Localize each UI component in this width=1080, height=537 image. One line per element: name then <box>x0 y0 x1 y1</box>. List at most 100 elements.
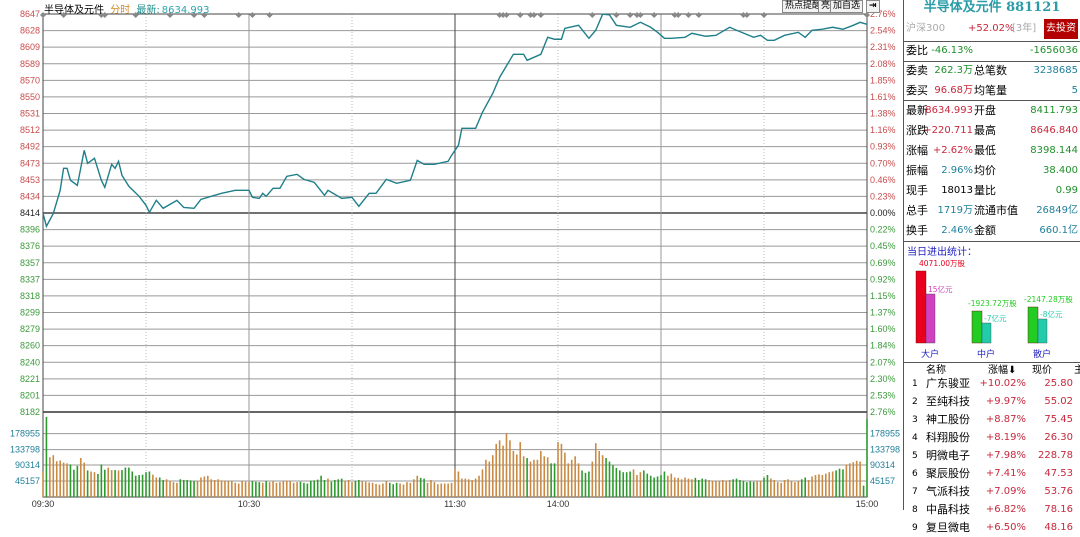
flow-bar-shares <box>915 270 927 344</box>
list-item[interactable]: 8 中晶科技 +6.82% 78.16 <box>904 501 1080 519</box>
pct-tick: 2.54% <box>870 26 896 36</box>
price-tick: 8260 <box>20 341 40 351</box>
quote-row: 换手 2.46% 金额 660.1亿 <box>904 221 1080 241</box>
event-marker-icon <box>266 12 273 18</box>
price-tick: 8550 <box>20 92 40 102</box>
pct-tick: 0.00% <box>870 208 896 218</box>
rank: 3 <box>912 415 918 425</box>
quote-row: 涨幅 +2.62% 最低 8398.144 <box>904 141 1080 161</box>
pct-tick: 0.45% <box>870 241 896 251</box>
event-marker-icon <box>743 12 750 18</box>
price-tick: 8589 <box>20 59 40 69</box>
stock-price: 53.76 <box>1044 486 1073 497</box>
pct-tick: 0.70% <box>870 158 896 168</box>
quote-value: 2.96% <box>941 165 973 176</box>
rank: 1 <box>912 379 918 389</box>
stock-name: 复旦微电 <box>926 521 970 534</box>
rank: 5 <box>912 451 918 461</box>
invest-button[interactable]: 去投资 <box>1044 19 1078 39</box>
quote-value: +2.62% <box>932 145 973 156</box>
quote-value: -46.13% <box>931 45 973 56</box>
flow-bar-shares <box>1027 306 1039 344</box>
quote-value: 8398.144 <box>1030 145 1078 156</box>
list-item[interactable]: 3 神工股份 +8.87% 75.45 <box>904 411 1080 429</box>
chart-mode[interactable]: 分时 <box>110 5 131 16</box>
pct-tick: 2.30% <box>870 374 896 384</box>
hs300-period: [3年] <box>1012 23 1037 34</box>
quote-value: 1719万 <box>937 205 973 216</box>
stock-change: +9.97% <box>985 396 1026 407</box>
quote-row: 委卖 262.3万 总笔数 3238685 <box>904 61 1080 81</box>
list-item[interactable]: 6 聚辰股份 +7.41% 47.53 <box>904 465 1080 483</box>
chart-stock-name: 半导体及元件 <box>44 5 104 16</box>
pct-tick: 1.61% <box>870 92 896 102</box>
quote-row: 振幅 2.96% 均价 38.400 <box>904 161 1080 181</box>
list-item[interactable]: 5 明微电子 +7.98% 228.78 <box>904 447 1080 465</box>
col-main[interactable]: 主 <box>1074 365 1080 376</box>
price-tick: 8221 <box>20 374 40 384</box>
flow-amount-label: -8亿元 <box>1040 309 1063 319</box>
event-marker-icon <box>695 12 702 18</box>
col-change[interactable]: 涨幅⬇ <box>988 365 1017 376</box>
hs300-value: +52.02% <box>968 23 1015 34</box>
stock-name: 广东骏亚 <box>926 377 970 390</box>
quote-value: 38.400 <box>1043 165 1078 176</box>
volume-tick: 45157 <box>870 476 895 486</box>
pct-tick: 1.85% <box>870 75 896 85</box>
list-item[interactable]: 4 科翔股份 +8.19% 26.30 <box>904 429 1080 447</box>
list-item[interactable]: 9 复旦微电 +6.50% 48.16 <box>904 519 1080 537</box>
quote-label: 涨跌 <box>906 124 928 137</box>
flow-bar-amount <box>981 322 992 344</box>
time-tick: 09:30 <box>32 499 55 509</box>
price-tick: 8647 <box>20 9 40 19</box>
price-tick: 8396 <box>20 225 40 235</box>
pct-tick: 2.07% <box>870 357 896 367</box>
pct-tick: 1.15% <box>870 291 896 301</box>
volume-tick: 45157 <box>15 476 40 486</box>
flow-title: 当日进出统计： <box>907 245 977 258</box>
stock-name: 气派科技 <box>926 485 970 498</box>
quote-label: 最高 <box>974 124 996 137</box>
flow-group-label: 散户 <box>1033 348 1051 360</box>
quote-value: 26849亿 <box>1036 205 1078 216</box>
list-item[interactable]: 1 广东骏亚 +10.02% 25.80 <box>904 375 1080 393</box>
event-marker-icon <box>651 12 658 18</box>
event-marker-icon <box>685 12 692 18</box>
add-watchlist-button[interactable]: 加自选 <box>830 0 864 13</box>
event-marker-icon <box>530 12 537 18</box>
price-tick: 8357 <box>20 258 40 268</box>
stock-change: +7.41% <box>985 468 1026 479</box>
flow-amount-label: 15亿元 <box>928 284 953 294</box>
stock-name: 聚辰股份 <box>926 467 970 480</box>
pin-icon[interactable]: ⇥ <box>866 0 880 13</box>
event-marker-icon <box>537 12 544 18</box>
quote-value: 8411.793 <box>1030 105 1078 116</box>
event-marker-icon <box>98 12 105 18</box>
pct-tick: 0.46% <box>870 175 896 185</box>
pct-tick: 2.31% <box>870 42 896 52</box>
list-item[interactable]: 7 气派科技 +7.09% 53.76 <box>904 483 1080 501</box>
flow-bar-amount <box>925 293 936 344</box>
event-marker-icon <box>503 12 510 18</box>
col-name[interactable]: 名称 <box>926 365 946 376</box>
rank: 2 <box>912 397 918 407</box>
rank: 6 <box>912 469 918 479</box>
quote-label: 振幅 <box>906 164 928 177</box>
stock-change: +10.02% <box>979 378 1026 389</box>
price-tick: 8628 <box>20 26 40 36</box>
event-marker-icon <box>191 12 198 18</box>
list-item[interactable]: 2 至纯科技 +9.97% 55.02 <box>904 393 1080 411</box>
volume-tick: 133798 <box>10 445 40 455</box>
quote-label: 换手 <box>906 224 928 237</box>
event-marker-icon <box>517 12 524 18</box>
quote-value: +220.711 <box>923 125 973 136</box>
pct-tick: 0.23% <box>870 191 896 201</box>
quote-value: 18013 <box>941 185 973 196</box>
event-marker-icon <box>633 12 640 18</box>
stock-change: +8.19% <box>985 432 1026 443</box>
col-price[interactable]: 现价 <box>1032 365 1052 376</box>
stock-price: 228.78 <box>1038 450 1073 461</box>
intraday-chart[interactable]: 8647 2.76% 8628 2.54% 8609 2.31% 8589 2.08% 8570… <box>0 0 903 510</box>
pct-tick: 0.22% <box>870 225 896 235</box>
event-marker-icon <box>637 12 644 18</box>
